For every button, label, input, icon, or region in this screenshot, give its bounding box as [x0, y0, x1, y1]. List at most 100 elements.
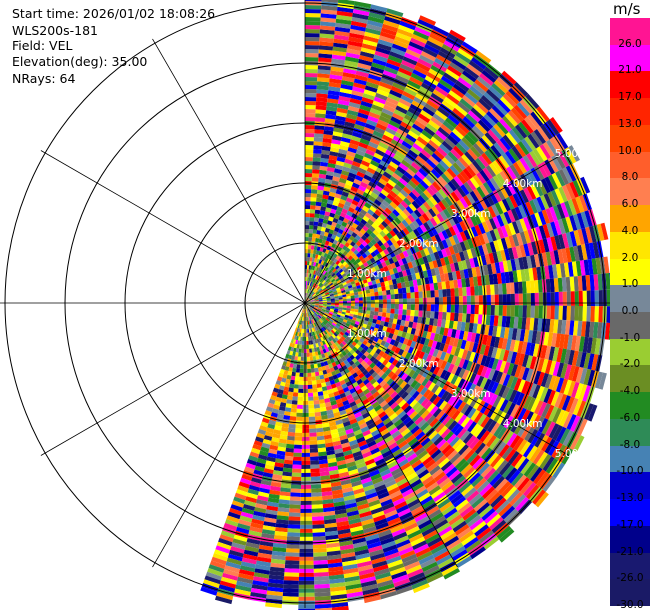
velocity-gate — [299, 557, 313, 561]
velocity-gate — [301, 501, 312, 505]
velocity-gate — [547, 292, 551, 305]
velocity-gate — [351, 298, 355, 301]
colorbar-label: -21.0 — [610, 546, 650, 558]
velocity-gate — [315, 206, 321, 211]
velocity-gate — [286, 544, 300, 549]
velocity-gate — [305, 201, 311, 205]
velocity-gate — [559, 306, 564, 320]
azimuth-line — [153, 39, 306, 303]
velocity-gate — [312, 520, 324, 525]
velocity-gate — [394, 289, 399, 295]
velocity-gate — [312, 165, 320, 170]
velocity-gate — [292, 465, 301, 470]
velocity-gate — [302, 417, 309, 421]
velocity-gate — [291, 489, 301, 494]
velocity-gate — [298, 393, 303, 397]
velocity-gate — [302, 441, 310, 445]
velocity-gate — [490, 284, 495, 295]
velocity-gate — [518, 282, 523, 294]
velocity-gate — [379, 295, 383, 299]
velocity-gate — [305, 13, 321, 17]
velocity-gate — [300, 549, 314, 553]
velocity-gate — [382, 312, 387, 317]
velocity-gate — [314, 400, 320, 405]
velocity-gate — [495, 305, 499, 316]
velocity-gate — [311, 496, 322, 501]
velocity-gate — [418, 285, 423, 292]
velocity-gate — [303, 377, 307, 381]
velocity-gate — [289, 424, 296, 429]
velocity-gate — [301, 465, 310, 469]
velocity-gate — [316, 380, 321, 385]
velocity-gate — [305, 161, 313, 165]
velocity-gate — [394, 309, 398, 314]
velocity-gate — [292, 368, 296, 373]
velocity-gate — [310, 456, 319, 461]
velocity-gate — [426, 291, 431, 298]
velocity-gate — [298, 397, 303, 401]
velocity-gate — [531, 293, 535, 306]
colorbar-label: -1.0 — [610, 332, 650, 344]
velocity-gate — [291, 485, 301, 490]
velocity-gate — [301, 469, 310, 473]
colorbar-label: -4.0 — [610, 385, 650, 397]
velocity-gate — [475, 295, 479, 305]
velocity-gate — [298, 353, 301, 357]
colorbar-label: 8.0 — [610, 171, 650, 183]
velocity-gate — [391, 294, 395, 299]
velocity-gate — [285, 564, 300, 569]
velocity-gate — [285, 560, 299, 565]
range-label: 2.00km — [399, 358, 439, 370]
velocity-gate — [314, 222, 319, 227]
velocity-gate — [312, 500, 323, 505]
velocity-gate — [303, 381, 308, 385]
velocity-gate — [286, 552, 300, 557]
velocity-gate — [309, 233, 313, 237]
velocity-gate — [399, 304, 403, 309]
velocity-gate — [311, 193, 317, 197]
velocity-gate — [284, 580, 299, 585]
velocity-gate — [290, 380, 295, 385]
velocity-gate — [301, 349, 304, 353]
velocity-gate — [299, 573, 314, 577]
velocity-data — [200, 0, 610, 610]
velocity-gate — [309, 229, 313, 233]
velocity-gate — [410, 310, 415, 316]
velocity-gate — [302, 433, 309, 437]
velocity-gate — [375, 296, 379, 300]
velocity-gate — [402, 309, 407, 315]
velocity-gate — [438, 312, 443, 320]
velocity-gate — [375, 308, 379, 312]
velocity-gate — [311, 492, 322, 497]
velocity-gate — [313, 229, 318, 234]
velocity-gate — [289, 508, 301, 513]
velocity-gate — [506, 283, 511, 294]
velocity-gate — [299, 565, 314, 569]
velocity-gate — [551, 292, 555, 306]
colorbar-label: -13.0 — [610, 492, 650, 504]
velocity-gate — [312, 516, 324, 521]
velocity-gate — [297, 405, 303, 409]
velocity-gate — [312, 173, 319, 178]
velocity-gate — [395, 304, 399, 309]
velocity-gate — [305, 73, 318, 77]
velocity-gate — [305, 249, 308, 253]
azimuth-line — [41, 151, 305, 304]
velocity-gate — [301, 477, 311, 481]
velocity-gate — [310, 364, 314, 368]
velocity-gate — [295, 433, 302, 437]
velocity-gate — [308, 405, 314, 409]
velocity-gate — [311, 472, 321, 477]
velocity-gate — [290, 500, 301, 505]
velocity-gate — [297, 357, 301, 361]
velocity-gate — [463, 296, 467, 305]
velocity-gate — [309, 353, 312, 357]
velocity-gate — [305, 213, 310, 217]
velocity-gate — [315, 412, 322, 417]
velocity-gate — [299, 585, 315, 589]
velocity-gate — [391, 304, 395, 309]
velocity-gate — [299, 589, 315, 593]
velocity-gate — [309, 433, 316, 437]
velocity-gate — [300, 529, 313, 533]
velocity-gate — [291, 376, 296, 381]
